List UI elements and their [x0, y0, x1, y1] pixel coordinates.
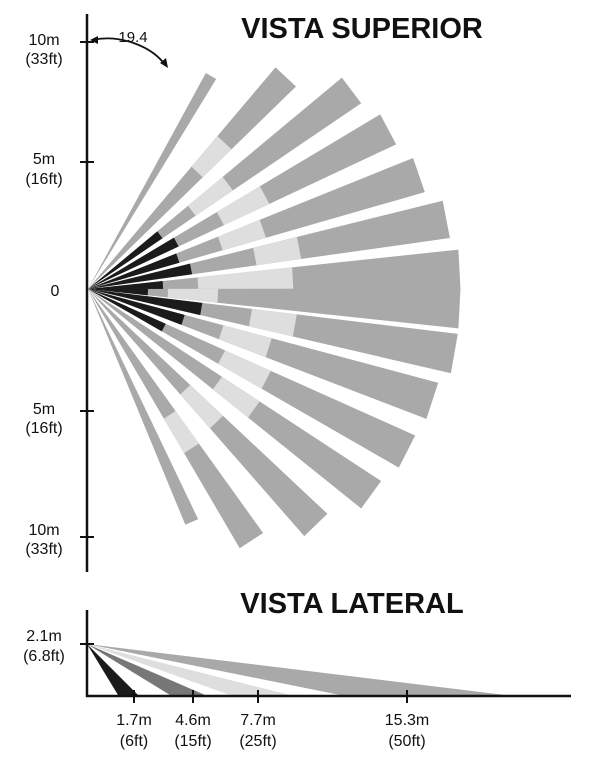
beam-light-band — [180, 385, 223, 429]
y-label-line1: 0 — [51, 283, 60, 300]
top-view-beams — [88, 67, 461, 549]
height-label-line1: 2.1m — [26, 628, 62, 645]
angle-arrow-left — [90, 36, 98, 44]
beam-zone — [88, 73, 217, 289]
y-label-line1: 10m — [28, 522, 59, 539]
beam-light-band — [218, 219, 266, 251]
side-view-title: VISTA LATERAL — [240, 588, 463, 620]
height-label: 2.1m (6.8ft) — [23, 628, 65, 665]
side-view-x-ticks — [133, 690, 408, 703]
y-label-line2: (33ft) — [25, 541, 62, 558]
height-label-line2: (6.8ft) — [23, 648, 65, 665]
x-label-7-7m: 7.7m (25ft) — [239, 712, 276, 750]
side-beam-mid-far — [87, 644, 290, 695]
beam-light-band — [216, 186, 270, 226]
x-label-line1: 1.7m — [116, 712, 152, 729]
beam-dark-core — [88, 231, 163, 289]
x-label-line1: 4.6m — [175, 712, 211, 729]
y-label-line1: 10m — [28, 32, 59, 49]
beam-dark-core — [88, 288, 149, 296]
side-view: VISTA LATERAL 2.1m (6.8ft) 1.7m (6ft) 4.… — [23, 588, 571, 750]
x-label-1-7m: 1.7m (6ft) — [116, 712, 152, 750]
x-label-15-3m: 15.3m (50ft) — [385, 712, 429, 750]
y-label-zero: 0 — [51, 283, 60, 300]
x-label-line2: (25ft) — [239, 733, 276, 750]
beam-light-band — [163, 411, 199, 454]
y-label-line1: 5m — [33, 151, 55, 168]
y-label-5m-bottom: 5m (16ft) — [25, 401, 62, 437]
side-beam-mid — [87, 644, 205, 695]
beam-zone — [88, 289, 199, 525]
beam-zone — [88, 67, 296, 290]
x-label-line2: (6ft) — [120, 733, 148, 750]
beam-light-band — [197, 267, 294, 290]
side-beam-far — [87, 644, 505, 695]
beam-light-band — [191, 136, 232, 178]
beam-light-band — [218, 325, 272, 358]
angle-label: 19.4 — [118, 29, 147, 46]
beam-dark-core — [88, 253, 180, 289]
x-label-line2: (15ft) — [174, 733, 211, 750]
x-label-4-6m: 4.6m (15ft) — [174, 712, 211, 750]
top-view: VISTA SUPERIOR 19.4 10m (33ft) 5m (16ft)… — [25, 13, 483, 572]
beam-light-band — [253, 237, 302, 266]
beam-dark-core — [88, 289, 166, 332]
y-label-10m-top: 10m (33ft) — [25, 32, 62, 68]
y-label-line1: 5m — [33, 401, 55, 418]
beam-light-band — [212, 376, 260, 418]
beam-light-band — [249, 308, 297, 337]
beam-dark-core — [88, 237, 179, 289]
y-label-5m-top: 5m (16ft) — [25, 151, 62, 188]
beam-light-band — [167, 288, 219, 303]
beam-light-band — [218, 350, 271, 389]
top-view-ticks — [80, 41, 94, 538]
x-label-line2: (50ft) — [388, 733, 425, 750]
side-view-beams — [87, 644, 505, 695]
beam-dark-core — [88, 281, 164, 290]
beam-dark-core — [88, 289, 203, 316]
x-label-line1: 7.7m — [240, 712, 276, 729]
beam-dark-core — [88, 263, 193, 289]
y-label-line2: (16ft) — [25, 171, 62, 188]
top-view-title: VISTA SUPERIOR — [241, 13, 483, 45]
side-beam-near — [87, 644, 138, 695]
y-label-line2: (16ft) — [25, 420, 62, 437]
beam-light-band — [188, 176, 233, 216]
y-label-10m-bottom: 10m (33ft) — [25, 522, 62, 558]
angle-arrow-right — [160, 58, 168, 68]
x-label-line1: 15.3m — [385, 712, 429, 729]
angle-arc — [91, 37, 167, 67]
beam-dark-core — [88, 289, 185, 325]
y-label-line2: (33ft) — [25, 51, 62, 68]
